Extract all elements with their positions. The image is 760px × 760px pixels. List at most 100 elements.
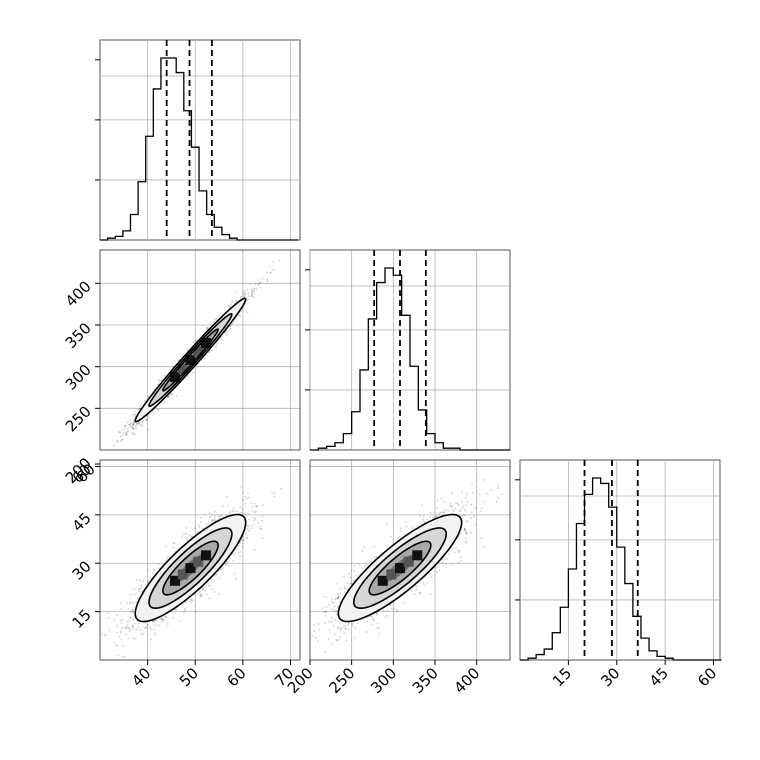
sample-point bbox=[140, 587, 142, 590]
sample-point bbox=[376, 614, 379, 617]
sample-point bbox=[352, 625, 354, 627]
sample-point bbox=[268, 265, 271, 268]
density-cell bbox=[200, 550, 211, 561]
sample-point bbox=[366, 616, 369, 619]
sample-point bbox=[238, 542, 241, 544]
sample-point bbox=[457, 551, 460, 554]
sample-point bbox=[222, 567, 224, 570]
sample-point bbox=[240, 485, 242, 488]
sample-point bbox=[130, 426, 133, 429]
sample-point bbox=[161, 619, 164, 621]
sample-point bbox=[131, 617, 134, 620]
sample-point bbox=[211, 519, 214, 521]
sample-point bbox=[192, 341, 194, 343]
sample-point bbox=[143, 399, 146, 402]
sample-point bbox=[97, 656, 99, 658]
density-cell bbox=[177, 363, 188, 374]
sample-point bbox=[207, 327, 209, 330]
sample-point bbox=[173, 542, 176, 544]
sample-point bbox=[250, 288, 253, 291]
sample-point bbox=[168, 395, 170, 398]
sample-point bbox=[464, 510, 467, 512]
sample-point bbox=[190, 599, 193, 601]
sample-point bbox=[259, 528, 262, 530]
sample-point bbox=[137, 422, 140, 425]
sample-point bbox=[126, 621, 129, 623]
sample-point bbox=[213, 519, 216, 521]
sample-point bbox=[140, 592, 142, 595]
sample-point bbox=[194, 339, 197, 342]
sample-point bbox=[198, 591, 201, 594]
sample-point bbox=[120, 608, 123, 610]
scatter-panel-2 bbox=[97, 454, 301, 661]
sample-point bbox=[204, 587, 207, 589]
sample-point bbox=[243, 513, 246, 516]
histogram-panel-1 bbox=[95, 39, 301, 241]
sample-point bbox=[116, 440, 119, 442]
sample-point bbox=[260, 281, 263, 284]
sample-point bbox=[153, 628, 155, 631]
sample-point bbox=[120, 622, 123, 624]
sample-point bbox=[254, 549, 256, 551]
sample-point bbox=[200, 594, 203, 597]
sample-point bbox=[148, 416, 151, 419]
sample-point bbox=[133, 627, 135, 630]
sample-point bbox=[200, 593, 203, 596]
sample-point bbox=[163, 615, 166, 618]
sample-point bbox=[226, 496, 228, 498]
sample-point bbox=[155, 620, 157, 622]
sample-point bbox=[132, 612, 135, 615]
sample-point bbox=[241, 508, 244, 511]
sample-point bbox=[127, 427, 129, 430]
sample-point bbox=[154, 633, 156, 636]
sample-point bbox=[214, 517, 217, 519]
sample-point bbox=[152, 569, 155, 572]
sample-point bbox=[122, 619, 124, 622]
sample-point bbox=[205, 584, 208, 587]
sample-point bbox=[127, 637, 130, 640]
sample-point bbox=[269, 272, 271, 275]
sample-point bbox=[143, 627, 146, 629]
sample-point bbox=[220, 513, 223, 516]
sample-point bbox=[218, 338, 221, 341]
sample-point bbox=[403, 602, 406, 605]
sample-point bbox=[206, 582, 209, 584]
sample-point bbox=[331, 601, 334, 604]
sample-point bbox=[120, 440, 122, 442]
sample-point bbox=[235, 299, 237, 302]
sample-point bbox=[149, 626, 152, 628]
sample-point bbox=[182, 533, 185, 535]
sample-point bbox=[278, 259, 280, 262]
sample-point bbox=[244, 502, 247, 505]
sample-point bbox=[261, 515, 264, 518]
sample-point bbox=[199, 595, 202, 598]
sample-point bbox=[146, 418, 148, 421]
sample-point bbox=[139, 405, 142, 408]
sample-point bbox=[125, 432, 128, 435]
sample-point bbox=[257, 282, 260, 285]
sample-point bbox=[243, 294, 246, 297]
sample-point bbox=[238, 314, 241, 316]
sample-point bbox=[122, 644, 125, 647]
sample-point bbox=[290, 454, 292, 456]
sample-point bbox=[207, 351, 210, 354]
sample-point bbox=[133, 433, 136, 436]
sample-point bbox=[141, 420, 144, 423]
sample-point bbox=[219, 568, 222, 571]
sample-point bbox=[349, 582, 352, 585]
sample-point bbox=[231, 509, 234, 512]
sample-point bbox=[129, 616, 132, 619]
sample-point bbox=[174, 608, 176, 611]
sample-point bbox=[245, 532, 247, 535]
sample-point bbox=[224, 331, 227, 333]
sample-point bbox=[222, 505, 225, 508]
sample-point bbox=[426, 582, 429, 584]
sample-point bbox=[154, 631, 157, 634]
sample-point bbox=[137, 408, 140, 411]
sample-point bbox=[152, 572, 155, 575]
sample-point bbox=[243, 293, 245, 295]
sample-point bbox=[205, 328, 208, 331]
sample-point bbox=[131, 425, 134, 428]
density-cell bbox=[200, 337, 211, 348]
